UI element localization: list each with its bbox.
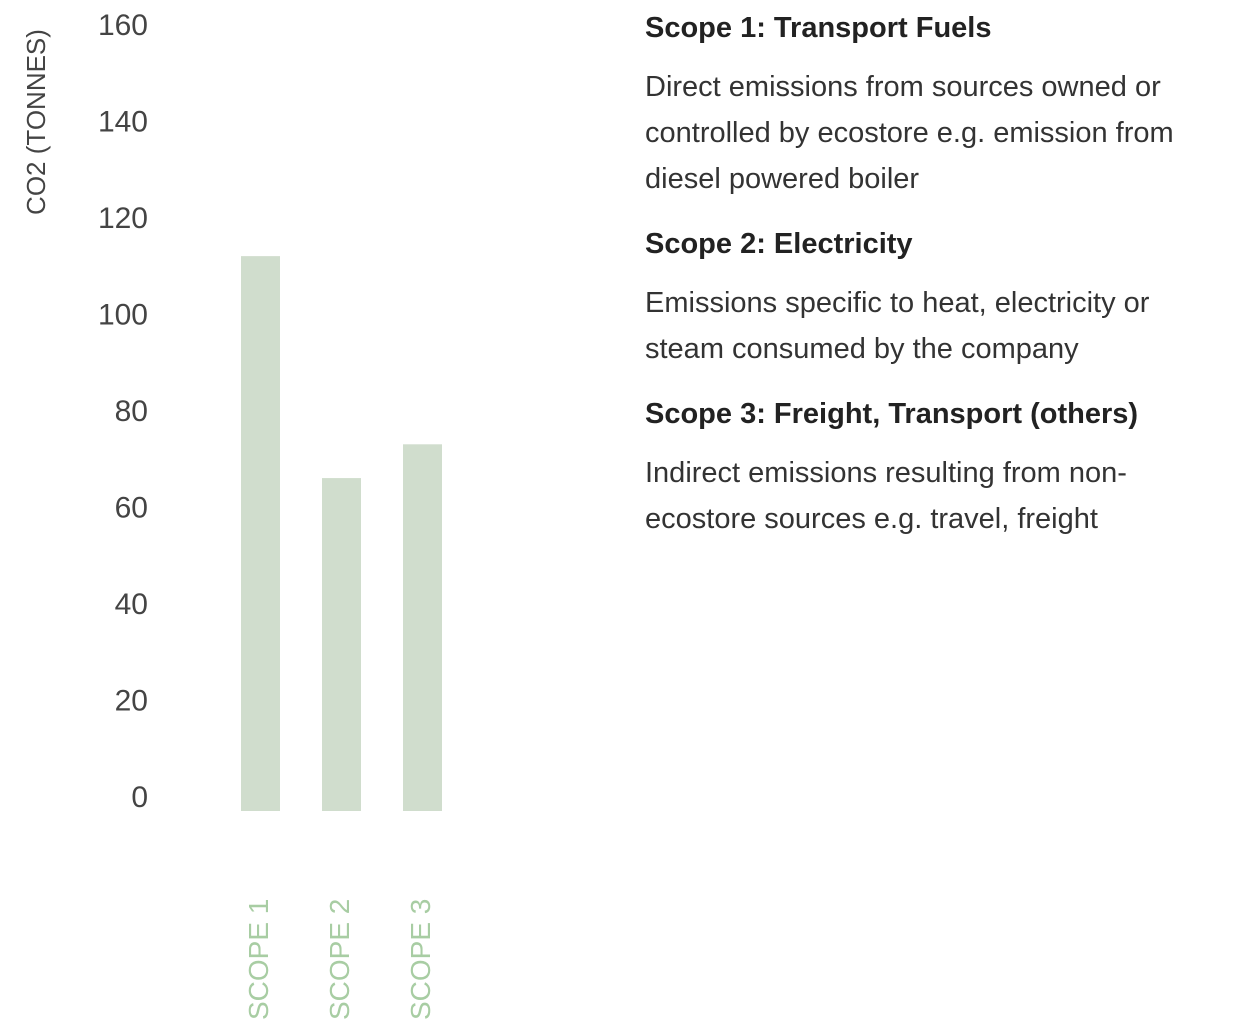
- bar: [403, 444, 442, 811]
- note-text: Emissions specific to heat, electricity …: [645, 287, 1150, 365]
- y-tick-label: 100: [98, 298, 148, 331]
- x-tick-label: SCOPE 3: [405, 899, 436, 1020]
- y-tick-label: 120: [98, 202, 148, 235]
- note-title: Scope 1: Transport Fuels: [645, 12, 992, 44]
- chart: CO2 (TONNES) 0 20 40 60 80 100 120 140 160 SCOPE …: [21, 9, 442, 1020]
- x-tick-label: SCOPE 1: [243, 899, 274, 1020]
- note-title: Scope 3: Freight, Transport (others): [645, 398, 1139, 430]
- y-tick-label: 20: [115, 684, 148, 717]
- y-tick-label: 80: [115, 395, 148, 428]
- y-axis-label: CO2 (TONNES): [21, 29, 51, 215]
- y-tick-label: 60: [115, 491, 148, 524]
- y-tick-label: 0: [131, 781, 148, 814]
- notes: Scope 1: Transport Fuels Direct emissions…: [645, 8, 1235, 564]
- note-text: Direct emissions from sources owned or c…: [645, 71, 1174, 195]
- x-tick-label: SCOPE 2: [324, 899, 355, 1020]
- y-tick-label: 140: [98, 105, 148, 138]
- note-text: Indirect emissions resulting from non-ec…: [645, 457, 1127, 535]
- note-title: Scope 2: Electricity: [645, 228, 913, 260]
- y-tick-label: 160: [98, 9, 148, 42]
- y-tick-label: 40: [115, 588, 148, 621]
- bar: [322, 478, 361, 811]
- bar: [241, 256, 280, 811]
